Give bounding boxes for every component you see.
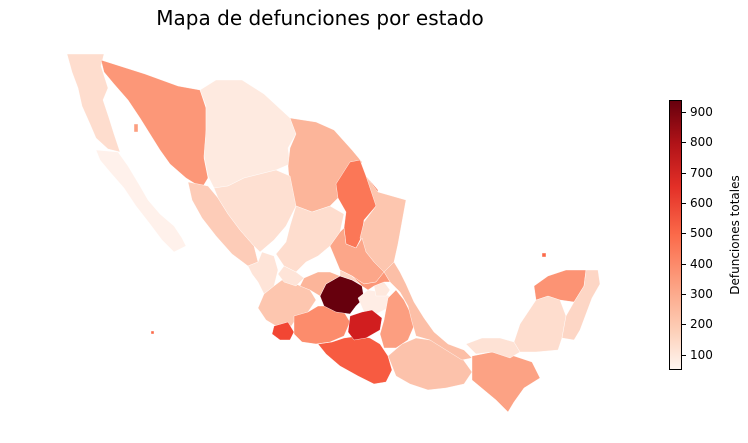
state-nayarit[interactable] bbox=[247, 251, 279, 295]
colorbar-tick bbox=[682, 112, 686, 114]
colorbar-tick bbox=[682, 172, 686, 174]
mexico-map bbox=[66, 53, 601, 413]
colorbar-tick-label: 400 bbox=[690, 256, 713, 271]
colorbar-tick-label: 700 bbox=[690, 165, 713, 180]
colorbar-tick bbox=[682, 294, 686, 296]
state-hidalgo[interactable] bbox=[351, 271, 391, 291]
island-small-north bbox=[133, 123, 139, 133]
colorbar-tick-label: 600 bbox=[690, 196, 713, 211]
colorbar-tick-label: 300 bbox=[690, 287, 713, 302]
state-veracruz[interactable] bbox=[383, 261, 473, 361]
state-durango[interactable] bbox=[213, 169, 297, 253]
state-guerrero[interactable] bbox=[317, 335, 393, 385]
colorbar-tick bbox=[682, 233, 686, 235]
state-campeche[interactable] bbox=[513, 295, 567, 353]
colorbar-tick bbox=[682, 354, 686, 356]
colorbar-tick bbox=[682, 142, 686, 144]
colorbar-tick-label: 500 bbox=[690, 226, 713, 241]
state-puebla[interactable] bbox=[379, 289, 415, 349]
colorbar-label: Defunciones totales bbox=[728, 175, 742, 295]
state-quintana-roo[interactable] bbox=[561, 269, 601, 341]
state-queretaro[interactable] bbox=[339, 269, 361, 285]
colorbar-tick-label: 200 bbox=[690, 317, 713, 332]
colorbar-tick-label: 100 bbox=[690, 347, 713, 362]
state-zacatecas[interactable] bbox=[275, 205, 345, 273]
state-baja-california-sur[interactable] bbox=[95, 149, 187, 253]
state-michoacan[interactable] bbox=[293, 305, 351, 345]
state-oaxaca[interactable] bbox=[387, 337, 473, 391]
colorbar bbox=[669, 100, 682, 370]
colorbar-tick-label: 800 bbox=[690, 135, 713, 150]
map-title: Mapa de defunciones por estado bbox=[156, 6, 484, 30]
state-baja-california[interactable] bbox=[66, 53, 121, 153]
island-gulf bbox=[541, 252, 547, 258]
state-colima[interactable] bbox=[271, 321, 295, 341]
colorbar-tick bbox=[682, 324, 686, 326]
colorbar-tick-label: 900 bbox=[690, 105, 713, 120]
state-guanajuato[interactable] bbox=[299, 271, 341, 297]
island-revillagigedo bbox=[150, 330, 155, 335]
colorbar-tick bbox=[682, 263, 686, 265]
state-aguascalientes[interactable] bbox=[277, 265, 305, 287]
state-morelos[interactable] bbox=[347, 309, 383, 341]
state-chiapas[interactable] bbox=[471, 351, 541, 413]
state-chihuahua[interactable] bbox=[199, 79, 297, 189]
colorbar-tick bbox=[682, 203, 686, 205]
state-nuevo-leon[interactable] bbox=[335, 159, 379, 249]
